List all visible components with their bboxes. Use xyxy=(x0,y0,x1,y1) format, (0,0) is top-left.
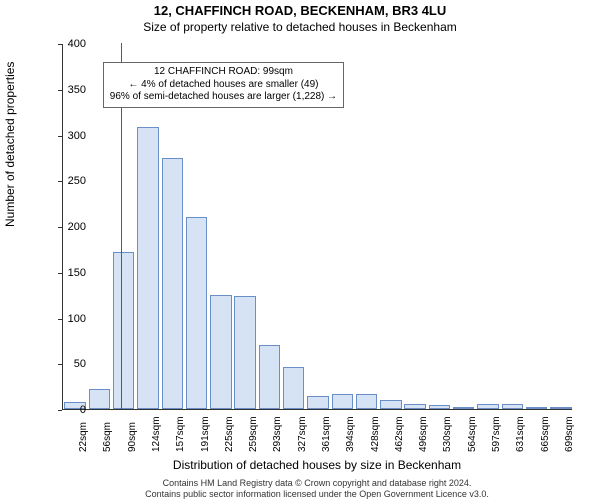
x-tick-label: 191sqm xyxy=(200,416,211,452)
y-tick-label: 150 xyxy=(46,267,86,279)
x-tick-label: 428sqm xyxy=(370,416,381,452)
y-tick-label: 0 xyxy=(46,404,86,416)
x-tick-label: 56sqm xyxy=(102,422,113,452)
bar xyxy=(356,394,377,409)
annotation-line-1: 12 CHAFFINCH ROAD: 99sqm xyxy=(154,66,293,77)
bar xyxy=(234,296,255,409)
bar xyxy=(259,345,280,409)
bar xyxy=(477,404,498,409)
annotation-box: 12 CHAFFINCH ROAD: 99sqm ← 4% of detached… xyxy=(103,62,344,108)
y-tick-mark xyxy=(58,90,62,91)
bar xyxy=(550,407,571,409)
x-tick-label: 496sqm xyxy=(418,416,429,452)
y-axis-label: Number of detached properties xyxy=(3,62,17,227)
attribution-text: Contains HM Land Registry data © Crown c… xyxy=(62,478,572,500)
bar xyxy=(380,400,401,409)
bar xyxy=(113,252,134,409)
x-tick-label: 530sqm xyxy=(442,416,453,452)
y-tick-label: 100 xyxy=(46,313,86,325)
bar xyxy=(89,389,110,409)
y-tick-mark xyxy=(58,364,62,365)
bar xyxy=(307,396,328,409)
y-tick-mark xyxy=(58,136,62,137)
x-tick-label: 124sqm xyxy=(151,416,162,452)
x-tick-label: 90sqm xyxy=(127,422,138,452)
bar xyxy=(283,367,304,409)
page-subtitle: Size of property relative to detached ho… xyxy=(0,20,600,34)
y-tick-mark xyxy=(58,410,62,411)
x-tick-label: 394sqm xyxy=(345,416,356,452)
x-tick-label: 225sqm xyxy=(224,416,235,452)
bar xyxy=(186,217,207,409)
credit-line-1: Contains HM Land Registry data © Crown c… xyxy=(163,478,472,488)
bar xyxy=(332,394,353,409)
x-tick-label: 361sqm xyxy=(321,416,332,452)
bar xyxy=(526,407,547,409)
annotation-line-3: 96% of semi-detached houses are larger (… xyxy=(110,91,337,102)
x-tick-label: 22sqm xyxy=(78,422,89,452)
x-tick-label: 157sqm xyxy=(175,416,186,452)
bar xyxy=(137,127,158,409)
x-tick-label: 327sqm xyxy=(297,416,308,452)
x-tick-label: 699sqm xyxy=(564,416,575,452)
x-tick-label: 665sqm xyxy=(540,416,551,452)
annotation-line-2: ← 4% of detached houses are smaller (49) xyxy=(128,79,318,90)
page-title: 12, CHAFFINCH ROAD, BECKENHAM, BR3 4LU xyxy=(0,3,600,18)
credit-line-2: Contains public sector information licen… xyxy=(145,489,489,499)
x-tick-label: 259sqm xyxy=(248,416,259,452)
y-tick-mark xyxy=(58,181,62,182)
bar xyxy=(429,405,450,409)
y-tick-mark xyxy=(58,44,62,45)
x-axis-label: Distribution of detached houses by size … xyxy=(62,458,572,472)
y-tick-label: 350 xyxy=(46,84,86,96)
y-tick-label: 300 xyxy=(46,130,86,142)
y-tick-mark xyxy=(58,273,62,274)
y-tick-mark xyxy=(58,319,62,320)
y-tick-label: 400 xyxy=(46,38,86,50)
bar xyxy=(502,404,523,409)
y-tick-mark xyxy=(58,227,62,228)
bar xyxy=(453,407,474,409)
y-tick-label: 50 xyxy=(46,358,86,370)
x-tick-label: 564sqm xyxy=(467,416,478,452)
y-tick-label: 200 xyxy=(46,221,86,233)
bar xyxy=(210,295,231,409)
x-tick-label: 597sqm xyxy=(491,416,502,452)
bar xyxy=(404,404,425,409)
x-tick-label: 462sqm xyxy=(394,416,405,452)
x-tick-label: 631sqm xyxy=(515,416,526,452)
y-tick-label: 250 xyxy=(46,175,86,187)
bar xyxy=(162,158,183,409)
x-tick-label: 293sqm xyxy=(272,416,283,452)
